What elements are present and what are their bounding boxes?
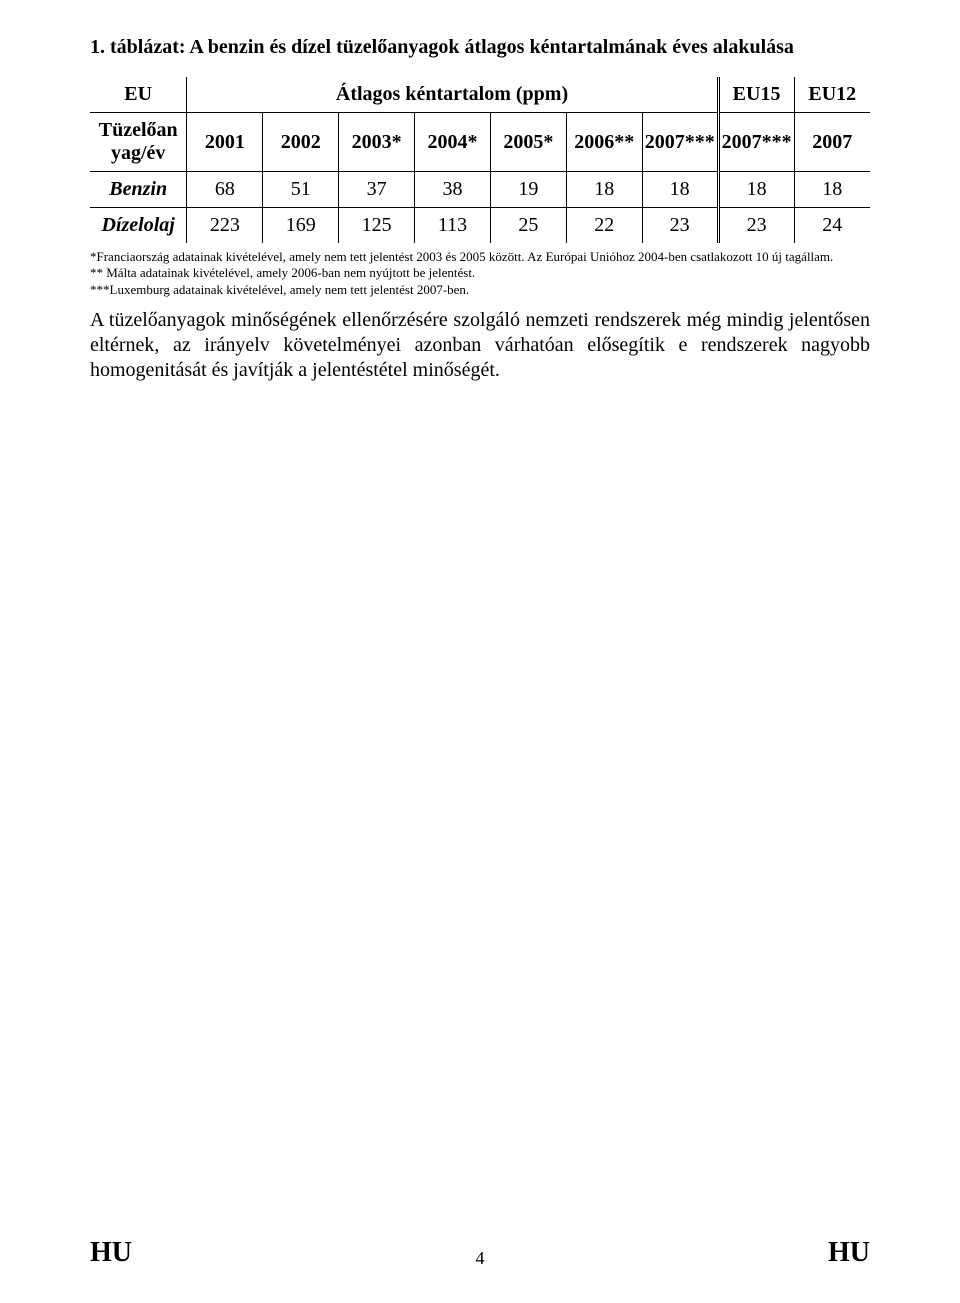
row-label: Dízelolaj — [90, 208, 187, 244]
header-year: 2006** — [566, 113, 642, 172]
cell: 19 — [490, 172, 566, 208]
cell: 68 — [187, 172, 263, 208]
table-header-row-1: EU Átlagos kéntartalom (ppm) EU15 EU12 — [90, 77, 870, 113]
header-subtitle: Átlagos kéntartalom (ppm) — [187, 77, 718, 113]
cell: 23 — [642, 208, 718, 244]
cell: 18 — [794, 172, 870, 208]
header-year: 2007*** — [642, 113, 718, 172]
header-year: 2001 — [187, 113, 263, 172]
cell: 18 — [566, 172, 642, 208]
cell: 113 — [415, 208, 491, 244]
cell: 25 — [490, 208, 566, 244]
table-row: Dízelolaj 223 169 125 113 25 22 23 23 24 — [90, 208, 870, 244]
cell: 22 — [566, 208, 642, 244]
header-fuel-year: Tüzelőan yag/év — [90, 113, 187, 172]
header-year: 2004* — [415, 113, 491, 172]
footnote: *Franciaország adatainak kivételével, am… — [90, 249, 870, 265]
data-table: EU Átlagos kéntartalom (ppm) EU15 EU12 T… — [90, 77, 870, 243]
cell: 169 — [263, 208, 339, 244]
cell: 23 — [718, 208, 794, 244]
cell: 37 — [339, 172, 415, 208]
cell: 38 — [415, 172, 491, 208]
footer-page-number: 4 — [0, 1248, 960, 1269]
cell: 223 — [187, 208, 263, 244]
header-eu15: EU15 — [718, 77, 794, 113]
header-year: 2007*** — [718, 113, 794, 172]
header-eu12: EU12 — [794, 77, 870, 113]
row-label: Benzin — [90, 172, 187, 208]
cell: 18 — [718, 172, 794, 208]
cell: 24 — [794, 208, 870, 244]
cell: 51 — [263, 172, 339, 208]
footnote: ** Málta adatainak kivételével, amely 20… — [90, 265, 870, 281]
body-paragraph: A tüzelőanyagok minőségének ellenőrzésér… — [90, 308, 870, 383]
page: 1. táblázat: A benzin és dízel tüzelőany… — [0, 0, 960, 1303]
cell: 18 — [642, 172, 718, 208]
table-header-row-2: Tüzelőan yag/év 2001 2002 2003* 2004* 20… — [90, 113, 870, 172]
header-eu: EU — [90, 77, 187, 113]
header-year: 2003* — [339, 113, 415, 172]
footnote: ***Luxemburg adatainak kivételével, amel… — [90, 282, 870, 298]
footnotes: *Franciaország adatainak kivételével, am… — [90, 249, 870, 298]
header-year: 2005* — [490, 113, 566, 172]
table-title: 1. táblázat: A benzin és dízel tüzelőany… — [90, 36, 870, 59]
header-year: 2002 — [263, 113, 339, 172]
cell: 125 — [339, 208, 415, 244]
footer-right: HU — [828, 1237, 870, 1269]
table-row: Benzin 68 51 37 38 19 18 18 18 18 — [90, 172, 870, 208]
header-year: 2007 — [794, 113, 870, 172]
